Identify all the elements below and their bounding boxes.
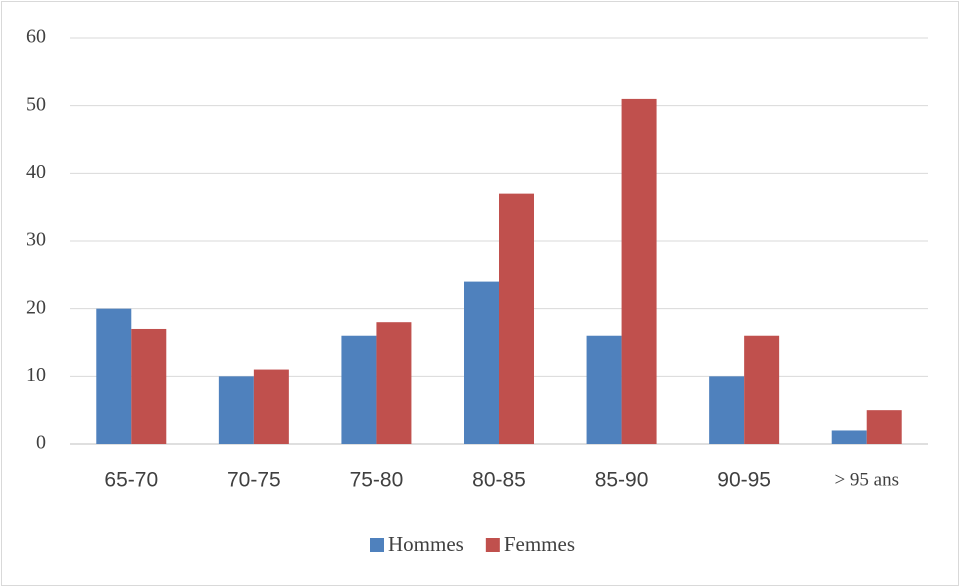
bar bbox=[586, 335, 622, 444]
y-tick-label: 40 bbox=[26, 161, 46, 183]
bar bbox=[376, 322, 412, 444]
y-tick-label: 0 bbox=[36, 432, 46, 454]
x-tick-label: 90-95 bbox=[717, 469, 771, 492]
bar bbox=[621, 98, 657, 445]
bar bbox=[831, 430, 867, 444]
legend-swatch bbox=[485, 538, 500, 552]
y-tick-label: 60 bbox=[26, 26, 46, 48]
y-tick-label: 10 bbox=[26, 364, 46, 386]
bar bbox=[218, 376, 254, 444]
bar bbox=[866, 410, 902, 444]
x-tick-label: 85-90 bbox=[595, 469, 649, 492]
x-tick-label: 75-80 bbox=[350, 469, 404, 492]
bar bbox=[131, 328, 167, 444]
y-tick-label: 30 bbox=[26, 229, 46, 251]
bar bbox=[96, 308, 132, 444]
bar bbox=[253, 369, 289, 444]
x-tick-label: 70-75 bbox=[227, 469, 281, 492]
bar bbox=[709, 376, 745, 444]
legend-swatch bbox=[370, 538, 384, 552]
y-tick-label: 50 bbox=[26, 93, 46, 115]
legend-label: Femmes bbox=[504, 532, 575, 556]
bar bbox=[744, 335, 780, 444]
x-tick-label: > 95 ans bbox=[834, 469, 899, 490]
bar bbox=[464, 281, 499, 444]
x-tick-label: 80-85 bbox=[472, 469, 526, 492]
bar bbox=[499, 193, 534, 444]
bar bbox=[341, 335, 377, 444]
legend-label: Hommes bbox=[388, 532, 464, 556]
x-tick-label: 65-70 bbox=[104, 469, 158, 492]
y-tick-label: 20 bbox=[26, 296, 46, 318]
